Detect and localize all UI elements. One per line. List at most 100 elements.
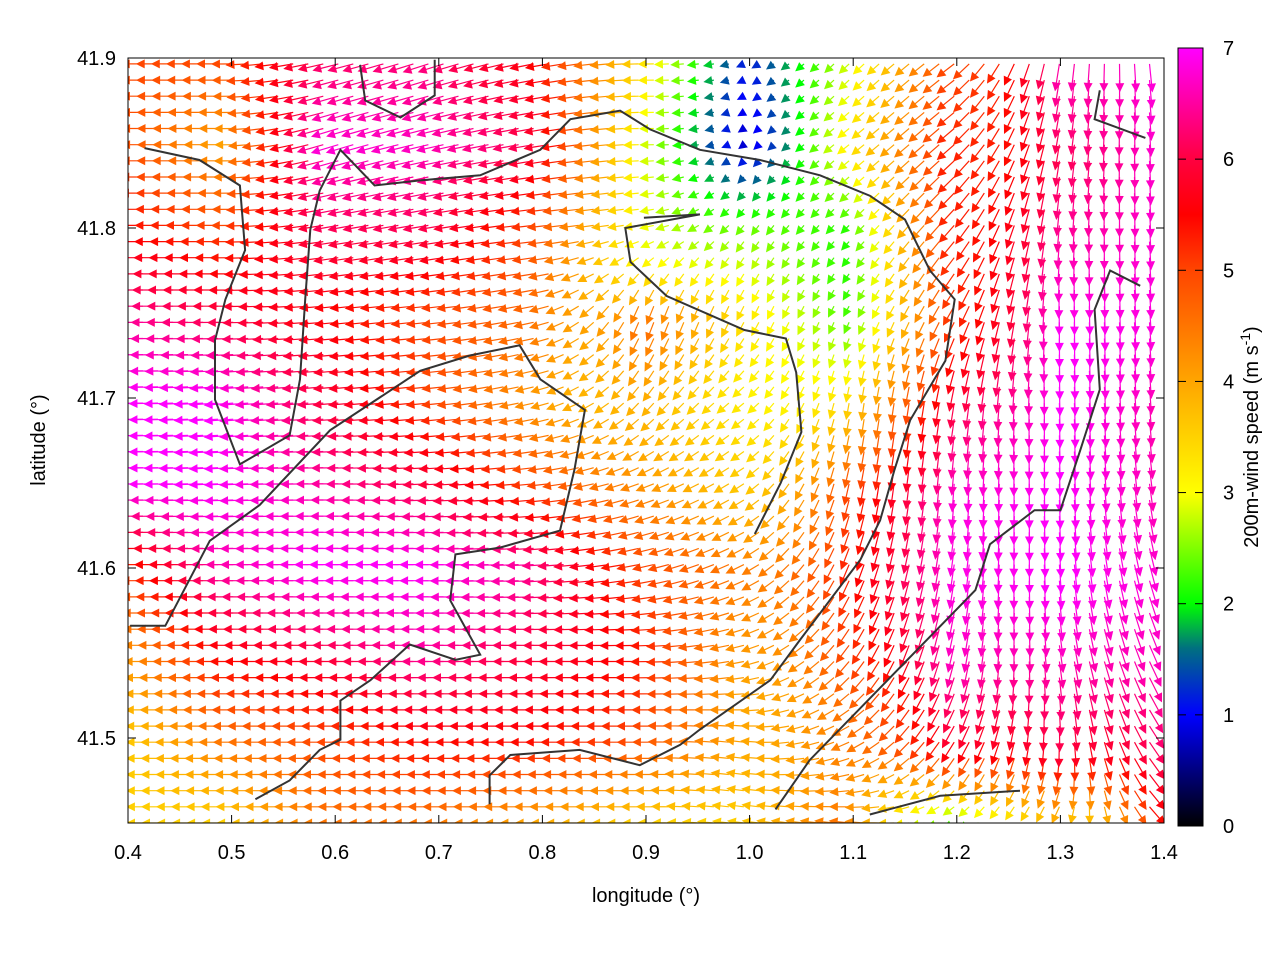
wind-arrow — [589, 157, 609, 167]
wind-arrow — [623, 189, 639, 199]
wind-arrow — [1132, 483, 1142, 513]
wind-arrow — [633, 531, 654, 540]
wind-arrow — [872, 322, 881, 337]
wind-arrow — [887, 370, 896, 390]
wind-arrow — [796, 273, 806, 286]
wind-arrow — [1087, 580, 1097, 610]
wind-arrow — [740, 628, 760, 638]
wind-arrow — [741, 817, 759, 823]
wind-arrow — [766, 92, 777, 102]
wind-arrow — [969, 63, 985, 82]
wind-arrow — [724, 659, 745, 668]
wind-arrow — [882, 661, 895, 683]
wind-arrow — [451, 319, 474, 329]
wind-arrow — [655, 140, 669, 150]
wind-arrow — [719, 354, 730, 369]
wind-arrow — [1118, 741, 1130, 766]
wind-arrow — [868, 612, 880, 636]
wind-arrow — [497, 287, 519, 297]
wind-arrow — [590, 173, 609, 183]
wind-arrow — [496, 271, 519, 281]
wind-arrow — [775, 531, 790, 547]
x-tick-label: 0.7 — [425, 842, 453, 864]
wind-arrow — [895, 819, 910, 823]
colorbar-tick-label: 7 — [1223, 38, 1234, 60]
wind-arrow — [763, 418, 775, 432]
coastline — [130, 344, 586, 801]
wind-arrow — [1021, 225, 1030, 251]
wind-arrow — [887, 435, 897, 458]
wind-arrow — [900, 305, 910, 322]
wind-arrow — [894, 79, 910, 93]
wind-arrow — [756, 817, 774, 823]
wind-arrow — [608, 418, 625, 430]
wind-arrow — [110, 626, 128, 633]
x-tick-label: 0.8 — [528, 842, 556, 864]
wind-arrow — [974, 774, 985, 792]
wind-arrow — [838, 79, 850, 91]
wind-arrow — [593, 273, 610, 284]
wind-arrow — [750, 225, 760, 236]
wind-arrow — [795, 175, 805, 186]
wind-arrow — [1103, 774, 1113, 796]
wind-arrow — [762, 435, 775, 448]
wind-arrow — [958, 790, 970, 804]
wind-arrow — [527, 255, 549, 265]
wind-arrow — [696, 817, 714, 823]
wind-arrow — [721, 289, 730, 305]
wind-arrow — [736, 273, 745, 287]
wind-arrow — [643, 370, 655, 387]
wind-arrow — [834, 661, 850, 679]
wind-arrow — [109, 610, 128, 617]
wind-arrow — [671, 140, 684, 150]
wind-arrow — [1118, 806, 1129, 823]
wind-arrow — [1118, 645, 1130, 672]
wind-arrow — [786, 709, 805, 718]
colorbar-tick-label: 1 — [1223, 705, 1234, 727]
wind-arrow — [609, 402, 625, 415]
wind-arrow — [590, 189, 609, 199]
wind-arrow — [914, 629, 925, 655]
wind-arrow — [812, 402, 821, 419]
wind-arrow — [755, 769, 774, 779]
wind-arrow — [987, 160, 1000, 182]
wind-arrow — [868, 224, 880, 237]
wind-arrow — [671, 240, 685, 250]
wind-arrow — [606, 140, 624, 150]
wind-arrow — [1035, 144, 1045, 170]
wind-arrow — [877, 757, 895, 770]
wind-arrow — [605, 467, 624, 476]
wind-arrow — [1019, 112, 1030, 136]
wind-arrow — [825, 224, 836, 235]
wind-arrow — [780, 109, 791, 120]
wind-arrow — [544, 433, 564, 443]
wind-arrow — [560, 818, 579, 823]
wind-arrow — [514, 401, 534, 410]
wind-arrow — [821, 612, 835, 631]
wind-arrow — [775, 547, 790, 563]
wind-arrow — [1036, 790, 1046, 809]
wind-arrow — [726, 801, 744, 811]
wind-arrow — [1118, 725, 1130, 751]
wind-arrow — [945, 645, 955, 673]
wind-arrow — [740, 644, 760, 653]
wind-arrow — [823, 128, 835, 138]
wind-arrow — [1036, 160, 1045, 186]
coastlines — [130, 59, 1146, 816]
wind-arrow — [497, 304, 519, 313]
wind-arrow — [432, 79, 459, 90]
wind-arrow — [416, 127, 444, 138]
wind-arrow — [922, 111, 940, 127]
wind-arrow — [1149, 806, 1164, 823]
wind-arrow — [606, 156, 624, 166]
wind-arrow — [795, 142, 805, 153]
wind-arrow — [605, 59, 624, 69]
wind-arrow — [852, 63, 865, 75]
wind-arrow — [865, 144, 880, 156]
wind-arrow — [558, 465, 579, 475]
wind-arrow — [726, 817, 744, 823]
wind-arrow — [562, 386, 579, 396]
wind-arrow — [728, 499, 745, 510]
wind-arrow — [869, 580, 880, 605]
wind-arrow — [587, 498, 609, 508]
